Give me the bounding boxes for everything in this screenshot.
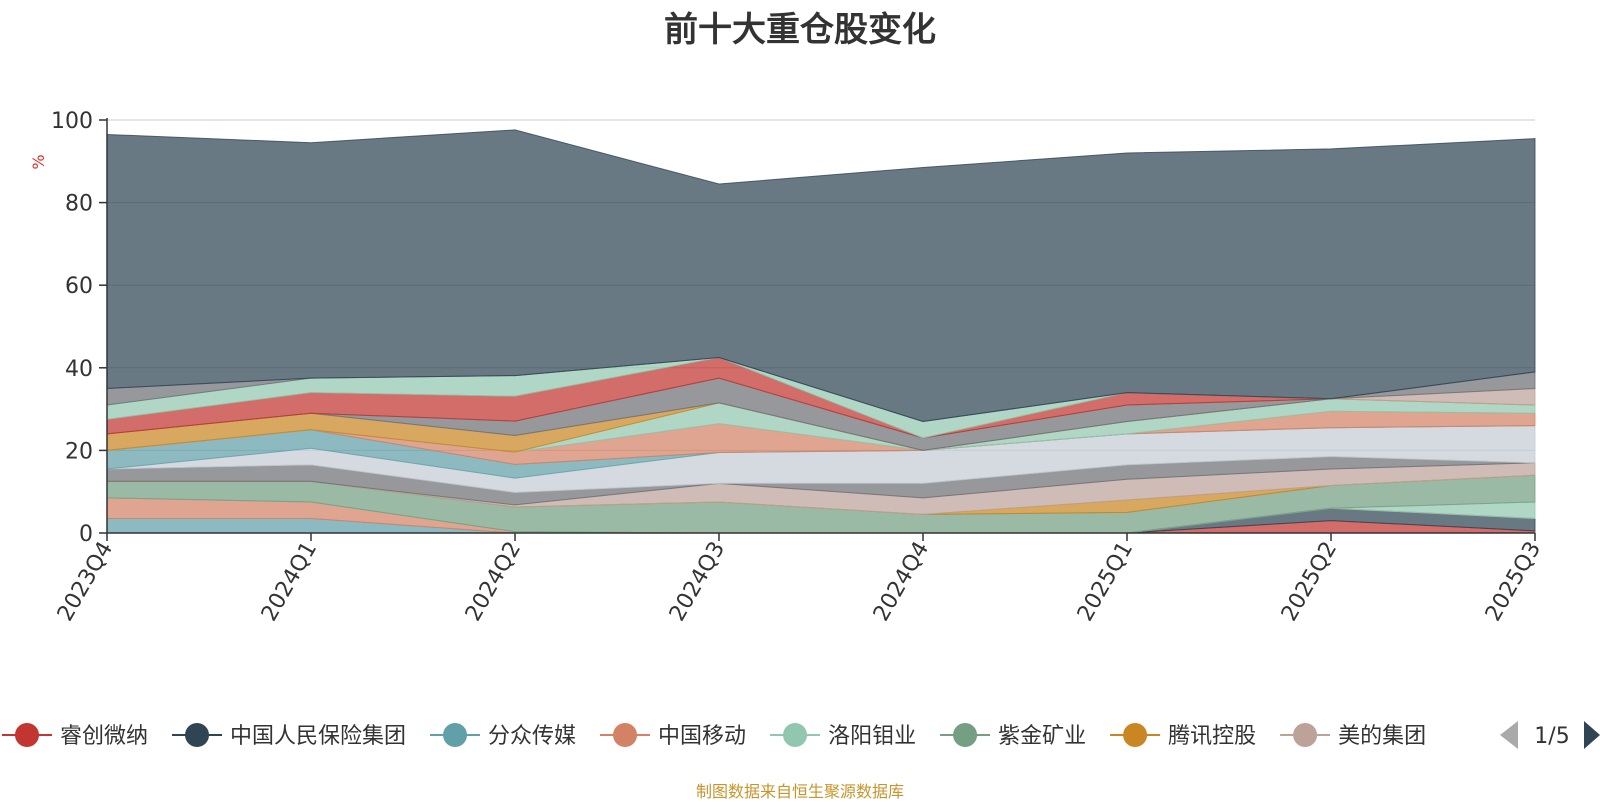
x-tick-label: 2023Q4 — [53, 538, 118, 626]
legend-label: 分众传媒 — [488, 724, 576, 749]
legend-marker-icon — [613, 723, 638, 747]
y-tick-label: 0 — [79, 522, 93, 547]
legend-marker-icon — [443, 723, 468, 747]
legend-label: 洛阳钼业 — [828, 724, 916, 749]
legend-prev-page-icon[interactable] — [1500, 721, 1518, 749]
y-tick-label: 40 — [65, 357, 93, 382]
legend-label: 中国移动 — [658, 724, 746, 749]
source-note: 制图数据来自恒生聚源数据库 — [695, 782, 904, 801]
chart-title: 前十大重仓股变化 — [664, 10, 936, 50]
legend-label: 腾讯控股 — [1168, 724, 1256, 749]
x-tick-label: 2025Q3 — [1481, 538, 1546, 626]
y-axis-unit-label: % — [29, 154, 48, 169]
legend-label: 美的集团 — [1338, 724, 1426, 749]
legend-page-indicator: 1/5 — [1534, 724, 1569, 749]
legend-next-page-icon[interactable] — [1584, 721, 1600, 749]
legend-marker-icon — [1293, 723, 1318, 747]
x-tick-label: 2024Q3 — [665, 538, 730, 626]
x-tick-label: 2024Q4 — [869, 538, 934, 626]
legend-item[interactable]: 睿创微纳 — [2, 723, 148, 749]
x-tick-label: 2025Q1 — [1073, 538, 1138, 626]
legend-marker-icon — [1123, 723, 1148, 747]
legend-marker-icon — [185, 723, 210, 747]
legend-item[interactable]: 腾讯控股 — [1110, 723, 1256, 749]
y-tick-label: 60 — [65, 274, 93, 299]
legend-item[interactable]: 中国移动 — [600, 723, 746, 749]
y-tick-label: 20 — [65, 439, 93, 464]
x-tick-label: 2024Q1 — [257, 538, 322, 626]
area-series-20 — [106, 129, 1536, 423]
x-tick-label: 2024Q2 — [461, 538, 526, 626]
legend-item[interactable]: 洛阳钼业 — [770, 723, 916, 749]
legend: 睿创微纳 中国人民保险集团 分众传媒 中国移动 洛阳钼业 紫金矿业 腾讯控股 美的集团 — [2, 723, 1426, 749]
x-tick-label: 2025Q2 — [1277, 538, 1342, 626]
legend-marker-icon — [15, 723, 39, 747]
legend-label: 睿创微纳 — [60, 724, 148, 749]
legend-marker-icon — [953, 723, 978, 747]
legend-item[interactable]: 美的集团 — [1280, 723, 1426, 749]
y-tick-label: 80 — [65, 192, 93, 217]
area-series — [106, 129, 1536, 534]
legend-item[interactable]: 分众传媒 — [430, 723, 576, 749]
legend-label: 中国人民保险集团 — [230, 724, 406, 749]
legend-item[interactable]: 紫金矿业 — [940, 723, 1086, 749]
legend-label: 紫金矿业 — [998, 724, 1086, 749]
legend-marker-icon — [783, 723, 808, 747]
legend-item[interactable]: 中国人民保险集团 — [172, 723, 406, 749]
y-tick-label: 100 — [51, 109, 93, 134]
legend-pager: 1/5 — [1500, 721, 1600, 749]
